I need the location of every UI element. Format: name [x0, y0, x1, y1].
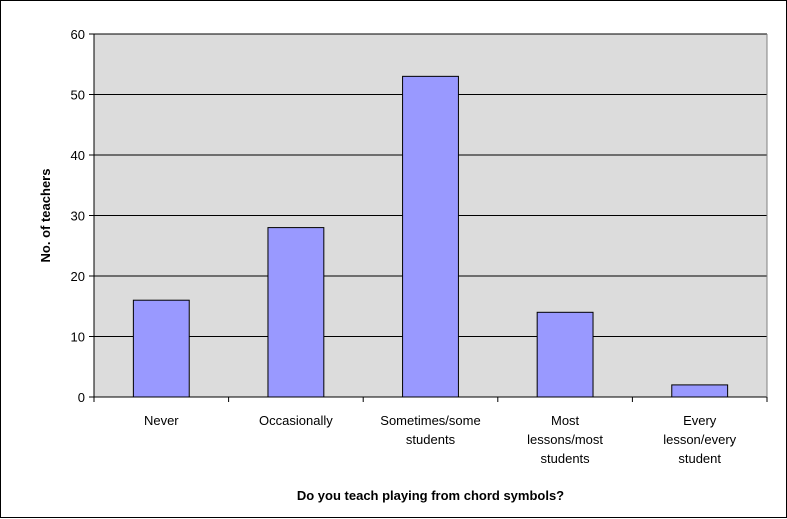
bars — [132, 75, 729, 398]
x-category-label: students — [541, 451, 591, 466]
y-tick-labels: 0 10 20 30 40 50 60 — [71, 27, 85, 405]
x-category-label: Every — [683, 413, 717, 428]
y-tick-label: 50 — [71, 88, 85, 103]
y-tick-label: 0 — [78, 390, 85, 405]
bar — [402, 75, 459, 398]
x-category-labels: Never Occasionally Sometimes/some students M… — [144, 413, 737, 466]
y-tick-label: 10 — [71, 330, 85, 345]
x-category-label: student — [678, 451, 721, 466]
y-tick-label: 20 — [71, 269, 85, 284]
x-category-label: students — [406, 432, 456, 447]
x-category-label: Most — [551, 413, 580, 428]
axes — [89, 33, 768, 402]
x-category-label: lessons/most — [527, 432, 603, 447]
bar — [671, 384, 729, 398]
bar — [536, 311, 594, 398]
y-tick-label: 40 — [71, 148, 85, 163]
y-tick-label: 30 — [71, 209, 85, 224]
y-tick-label: 60 — [71, 27, 85, 42]
bar — [267, 227, 325, 398]
y-axis-title: No. of teachers — [38, 169, 53, 263]
x-category-label: Never — [144, 413, 179, 428]
x-category-label: lesson/every — [663, 432, 736, 447]
x-axis-title: Do you teach playing from chord symbols? — [297, 488, 564, 503]
x-category-label: Occasionally — [259, 413, 333, 428]
x-category-label: Sometimes/some — [380, 413, 480, 428]
bar — [132, 299, 190, 398]
